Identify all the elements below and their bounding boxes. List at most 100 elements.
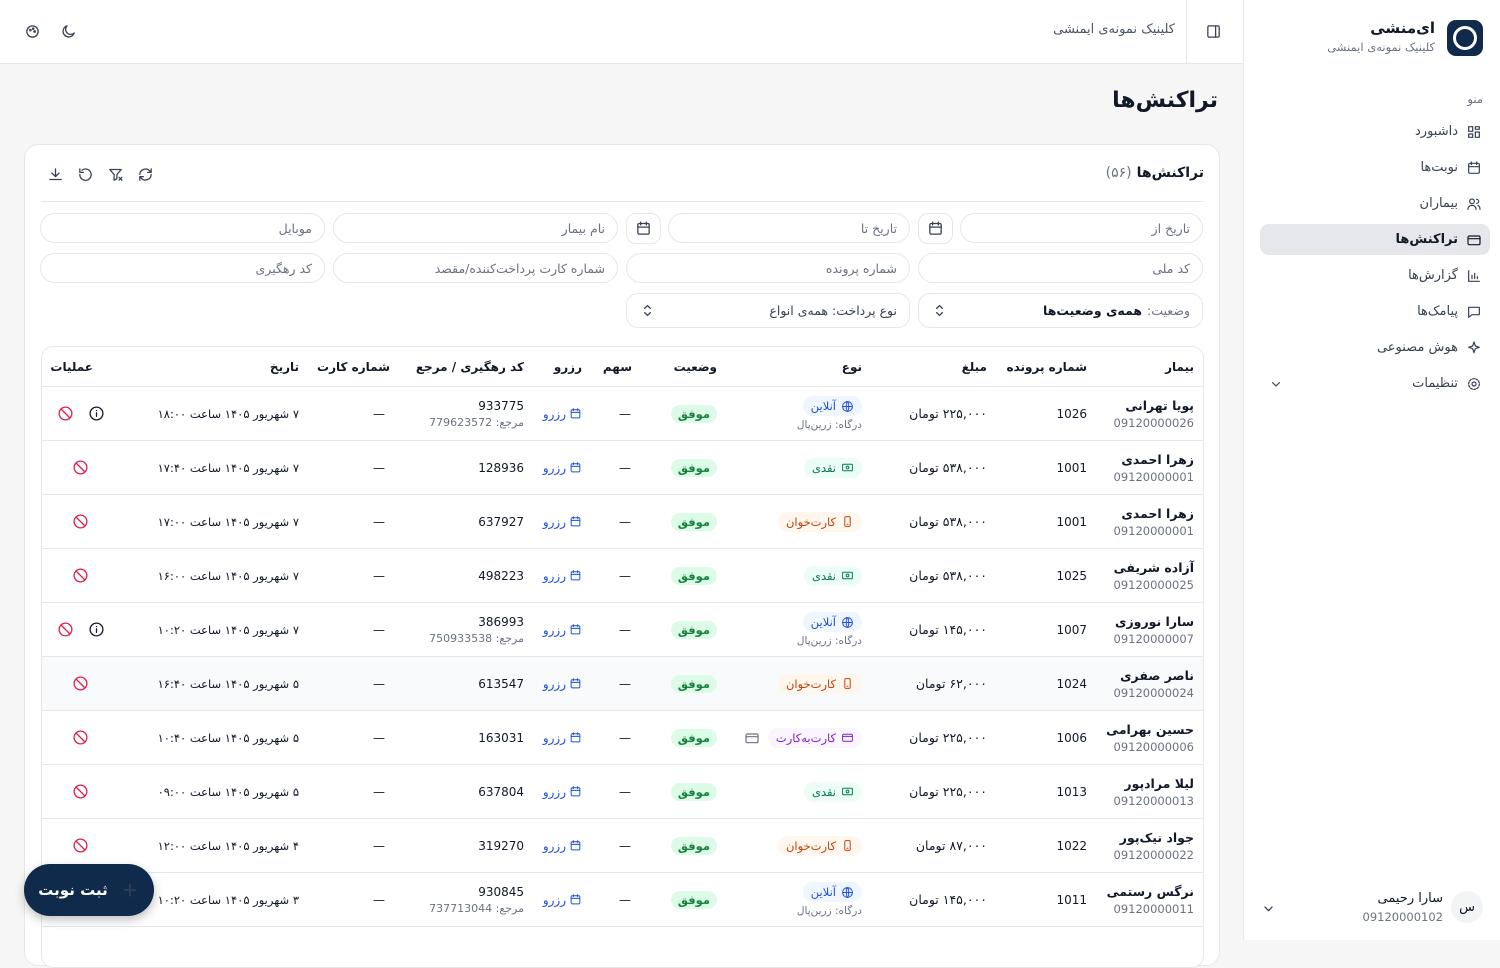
new-appointment-button[interactable]: ثبت نوبت [24,864,154,916]
date-from-picker[interactable] [918,213,953,244]
type-cell: کارت‌به‌کارت [726,711,871,764]
card-number[interactable]: شماره کارت پرداخت‌کننده/مقصد [333,253,618,283]
mobile[interactable]: موبایل [40,213,325,243]
card-number: — [373,838,385,853]
sidebar-toggle[interactable] [1205,23,1222,40]
reserve-link[interactable]: رزرو [543,569,582,583]
users-icon [1467,197,1481,210]
menu-item[interactable]: تراکنش‌ها [1260,224,1490,255]
menu-item[interactable]: تنظیمات [1260,368,1490,399]
date: ۳ شهریور ۱۴۰۵ ساعت ۱۰:۲۰ [157,892,299,907]
type-badge: کارت‌خوان [777,835,862,856]
file-number[interactable]: شماره پرونده [626,253,910,283]
patient-name[interactable]: نام بیمار [333,213,618,243]
reserve-link[interactable]: رزرو [543,677,582,691]
reserve-link[interactable]: رزرو [543,893,582,907]
patient-name: نرگس رستمی [1106,883,1194,899]
cancel-button[interactable] [72,729,89,746]
reserve-label: رزرو [542,622,566,637]
calendar-icon [570,516,581,527]
cancel-button[interactable] [72,675,89,692]
cancel-button[interactable] [72,459,89,476]
patient-cell: پویا تهرانی 09120000026 [1096,387,1203,440]
gateway: درگاه: زرین‌پال [796,905,862,917]
tracking-cell: 386993 مرجع: 750933538 [399,603,533,656]
fab-label: ثبت نوبت [38,881,108,899]
status-cell: موفق [641,711,726,764]
share: — [619,460,631,475]
status-badge: موفق [670,782,717,801]
cancel-button[interactable] [57,405,74,422]
reserve-link[interactable]: رزرو [543,731,582,745]
reserve-link[interactable]: رزرو [543,623,582,637]
cancel-button[interactable] [57,621,74,638]
theme-toggle[interactable] [60,23,77,40]
type-line: آنلاین [802,612,862,632]
reserve-link[interactable]: رزرو [543,515,582,529]
patient-phone: 09120000022 [1113,847,1194,862]
reserve-link[interactable]: رزرو [543,461,582,475]
cancel-button[interactable] [72,837,89,854]
info-button[interactable] [88,405,105,422]
clear-filter-button[interactable] [107,166,124,183]
status-select[interactable]: وضعیت: همه‌ی وضعیت‌ها [918,293,1203,328]
tracking-cell: 498223 [399,549,533,602]
operations [42,603,119,656]
reserve-link[interactable]: رزرو [543,839,582,853]
cancel-button[interactable] [72,783,89,800]
export-button[interactable] [47,166,64,183]
user-menu[interactable] [1260,900,1277,917]
ban-icon [73,514,88,529]
payment-select[interactable]: نوع پرداخت: همه‌ی انواع [626,293,910,328]
ban-icon [73,784,88,799]
tracking-code: 637804 [478,784,524,799]
reserve-link[interactable]: رزرو [543,785,582,799]
file-number: 1001 [1056,514,1087,529]
type-line: نقدی [803,781,862,802]
card-number: — [373,892,385,907]
status-cell: موفق [641,387,726,440]
patient-phone: 09120000006 [1113,739,1194,754]
cancel-button[interactable] [72,513,89,530]
table-row: ناصر صفری 09120000024 1024 ۶۲,۰۰۰ تومان کارت… [42,657,1203,711]
table-row: زهرا احمدی 09120000001 1001 ۵۳۸,۰۰۰ تومان کا… [42,495,1203,549]
menu-item[interactable]: گزارش‌ها [1260,260,1490,291]
card-header: تراکنش‌ها (۵۶) [1106,165,1204,181]
operations [42,711,119,764]
amount: ۱۴۵,۰۰۰ تومان [909,892,987,907]
palette-button[interactable] [24,23,41,40]
reset-button[interactable] [77,166,94,183]
type-line: آنلاین [802,396,862,416]
status-cell: موفق [641,819,726,872]
menu-item[interactable]: بیماران [1260,188,1490,219]
patient-name: جواد نیک‌پور [1119,829,1194,845]
operations [42,387,119,440]
type-cell: آنلاین درگاه: زرین‌پال [726,603,871,656]
reserve-link[interactable]: رزرو [543,407,582,421]
cancel-button[interactable] [72,567,89,584]
tracking-code[interactable]: کد رهگیری [40,253,325,283]
status-badge: موفق [670,728,717,747]
type-badge: کارت‌خوان [777,673,862,694]
date-from[interactable]: تاریخ از [960,213,1203,243]
spark-icon [1468,340,1480,353]
date-to-picker[interactable] [626,213,661,244]
tracking-cell: 319270 [399,819,533,872]
date-to[interactable]: تاریخ تا [668,213,910,243]
status-badge: موفق [670,836,717,855]
menu-item[interactable]: هوش مصنوعی [1260,332,1490,363]
type-badge: کارت‌به‌کارت [767,727,862,748]
amount: ۶۲,۰۰۰ تومان [915,676,987,691]
menu-item[interactable]: پیامک‌ها [1260,296,1490,327]
status-cell: موفق [641,657,726,710]
column-header: شماره کارت [317,359,390,374]
national-code[interactable]: کد ملی [918,253,1203,283]
menu-item[interactable]: نوبت‌ها [1260,152,1490,183]
menu-item[interactable]: داشبورد [1260,116,1490,147]
card-number: — [373,676,385,691]
refresh-button[interactable] [137,166,154,183]
info-button[interactable] [88,621,105,638]
palette-icon [26,25,39,38]
card-detail-button[interactable] [744,730,760,746]
